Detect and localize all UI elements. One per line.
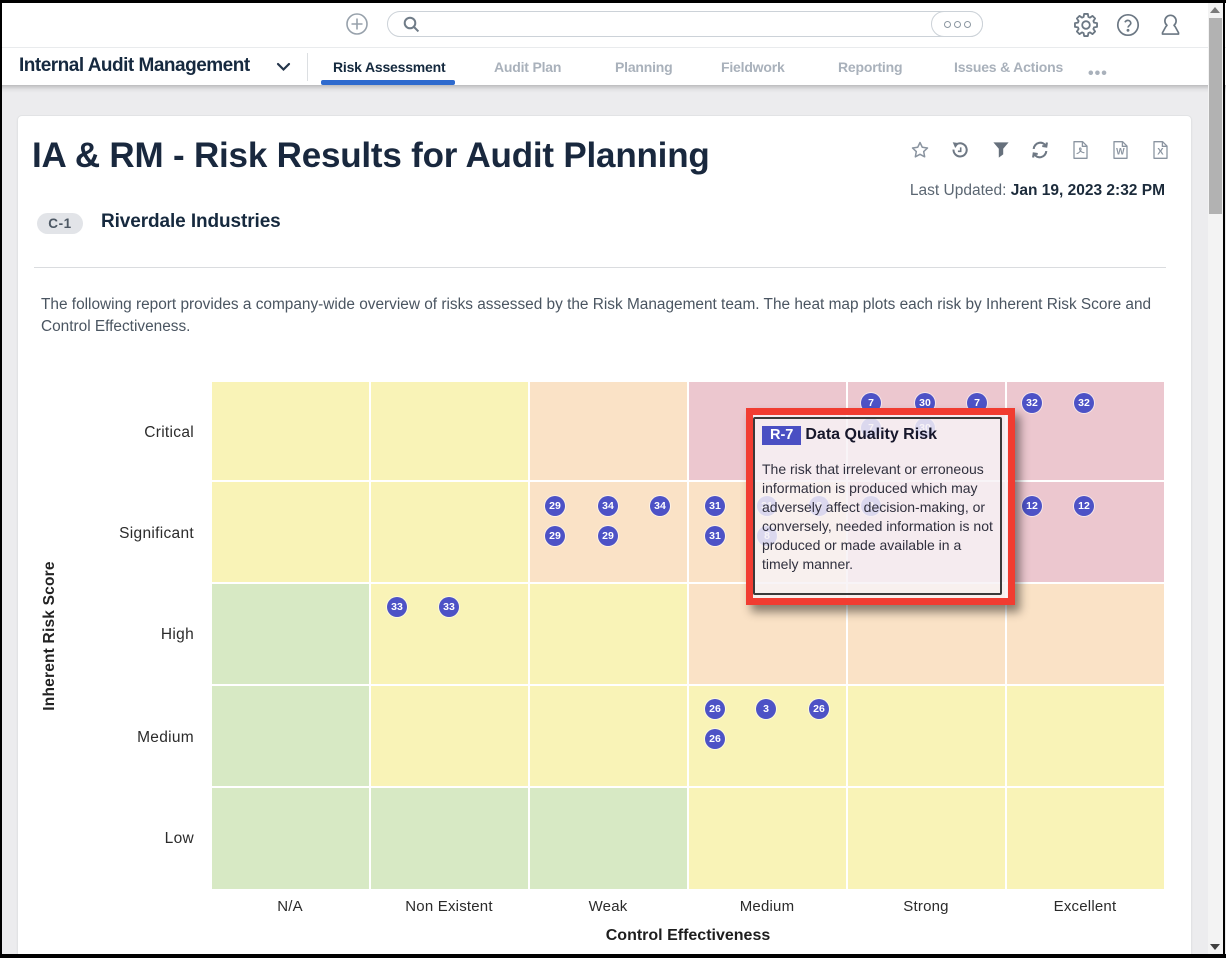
svg-text:W: W	[1116, 147, 1125, 157]
svg-text:X: X	[1157, 147, 1164, 158]
